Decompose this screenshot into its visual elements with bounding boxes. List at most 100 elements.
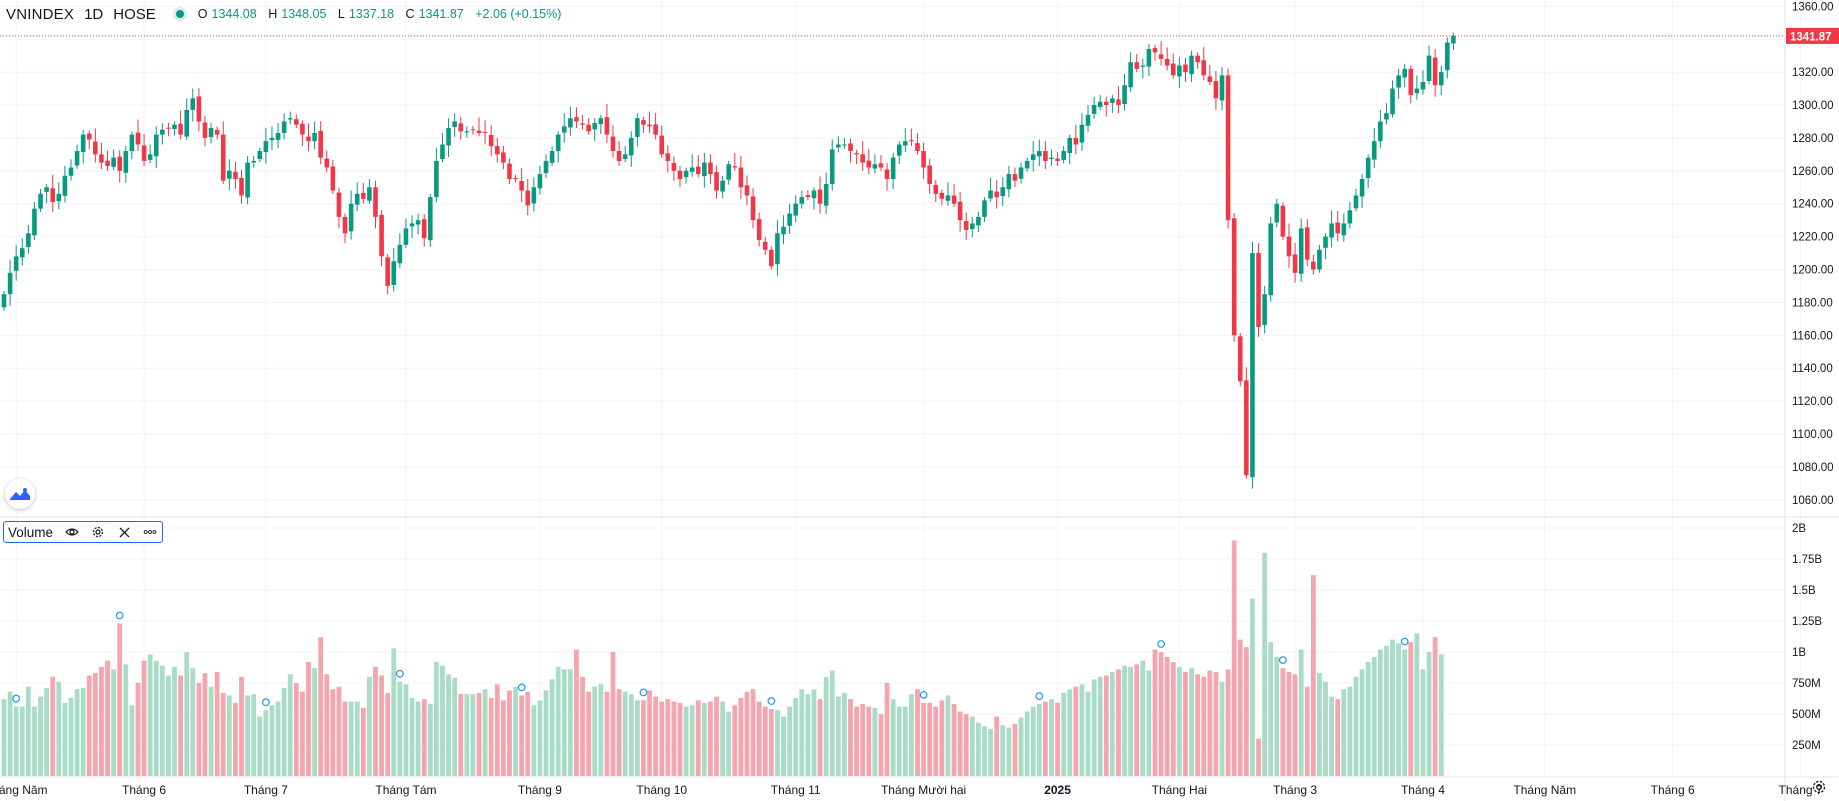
more-options-icon[interactable] [143, 525, 157, 539]
candle-body [1055, 158, 1060, 161]
volume-marker [919, 690, 928, 699]
volume-bar [768, 709, 774, 776]
volume-bar [373, 666, 378, 776]
volume-bar [750, 689, 756, 776]
candle-body [1073, 137, 1079, 145]
chart-settings-gear-icon[interactable] [1811, 779, 1827, 795]
candle-body [915, 143, 920, 152]
price-tick-label: 1360.00 [1792, 1, 1834, 13]
candle-body [1134, 62, 1140, 69]
volume-bar [220, 692, 226, 776]
symbol-name[interactable]: VNINDEX [6, 5, 75, 23]
candle-body [616, 151, 622, 161]
volume-bar [1055, 702, 1060, 776]
volume-bar [677, 702, 683, 776]
market-status-icon [175, 10, 184, 18]
volume-bar [1061, 692, 1067, 776]
volume-marker [639, 688, 648, 697]
candle-body [336, 192, 342, 217]
candle-body [1067, 137, 1073, 154]
time-tick-label: Tháng Năm [0, 783, 48, 797]
candle-body [19, 248, 25, 258]
candle-body [744, 185, 750, 196]
candle-body [196, 96, 202, 122]
volume-bar [1116, 669, 1121, 776]
volume-bar [531, 705, 537, 776]
candle-body [720, 180, 725, 192]
candle-body [963, 221, 969, 231]
time-tick-label: 2025 [1044, 783, 1071, 797]
volume-bar [1207, 670, 1213, 776]
candle-body [769, 249, 774, 267]
ohlc-values: O 1344.08 H 1348.05 L 1337.18 C 1341.87 +2.0… [197, 7, 562, 21]
candle-body [1103, 101, 1109, 105]
exchange-label: HOSE [113, 5, 156, 23]
candle-body [99, 154, 104, 163]
volume-bar [1250, 598, 1255, 776]
chart-header: VNINDEX 1D HOSE O 1344.08 H 1348.05 L 1337.… [6, 4, 565, 24]
candle-body [1195, 55, 1200, 63]
candle-body [117, 156, 123, 171]
candle-body [1030, 154, 1036, 160]
candle-body [823, 183, 829, 206]
eye-icon[interactable] [65, 525, 79, 539]
candle-body [848, 143, 853, 152]
volume-bar [1146, 670, 1152, 776]
volume-tick-label: 1.5B [1792, 585, 1816, 597]
volume-bar [452, 678, 458, 776]
volume-bar [866, 706, 872, 776]
candle-body [1335, 222, 1341, 234]
candle-body [263, 141, 269, 153]
candle-body [172, 124, 177, 130]
candle-body [153, 134, 159, 157]
candle-body [592, 123, 598, 130]
volume-bar [500, 700, 506, 776]
candle-body [1091, 105, 1097, 114]
volume-bar [1012, 723, 1018, 776]
volume-tick-label: 250M [1792, 740, 1821, 752]
volume-bar [1377, 649, 1383, 776]
candle-body [1359, 179, 1365, 197]
candle-body [233, 171, 238, 180]
volume-bar [86, 675, 92, 776]
close-icon[interactable] [117, 525, 131, 539]
volume-bar [293, 683, 299, 776]
candle-body [896, 144, 902, 156]
settings-icon[interactable] [91, 525, 105, 539]
candle-body [1250, 253, 1255, 478]
candle-body [409, 223, 415, 227]
candle-body [220, 134, 226, 181]
volume-bar [1067, 689, 1073, 776]
candle-body [799, 197, 805, 204]
candle-body [1298, 228, 1304, 274]
volume-legend[interactable]: Volume [3, 521, 164, 543]
volume-bar [1371, 656, 1377, 776]
candle-body [1317, 249, 1322, 270]
volume-bar [525, 691, 531, 776]
volume-bar [403, 684, 409, 776]
candle-body [202, 122, 208, 138]
candle-body [836, 144, 841, 148]
tradingview-logo-icon[interactable] [5, 479, 35, 509]
volume-bar [1103, 675, 1109, 776]
interval-label[interactable]: 1D [84, 5, 104, 23]
volume-marker [261, 698, 270, 707]
candle-body [93, 141, 98, 155]
candle-body [921, 151, 926, 168]
volume-bar [793, 697, 799, 776]
price-tick-label: 1200.00 [1792, 265, 1834, 277]
candle-body [184, 109, 189, 137]
time-tick-label: Tháng 11 [771, 783, 821, 797]
volume-bar [80, 687, 86, 776]
volume-bar [300, 691, 305, 776]
volume-bar [933, 706, 939, 776]
last-price-badge [1786, 27, 1839, 44]
candle-body [1353, 195, 1359, 209]
change-value: +2.06 (+0.15%) [475, 7, 562, 21]
volume-bar [44, 687, 50, 776]
volume-bar [1219, 681, 1225, 776]
volume-bar [494, 684, 500, 776]
price-tick-label: 1140.00 [1792, 363, 1833, 375]
volume-tick-label: 500M [1792, 709, 1821, 721]
